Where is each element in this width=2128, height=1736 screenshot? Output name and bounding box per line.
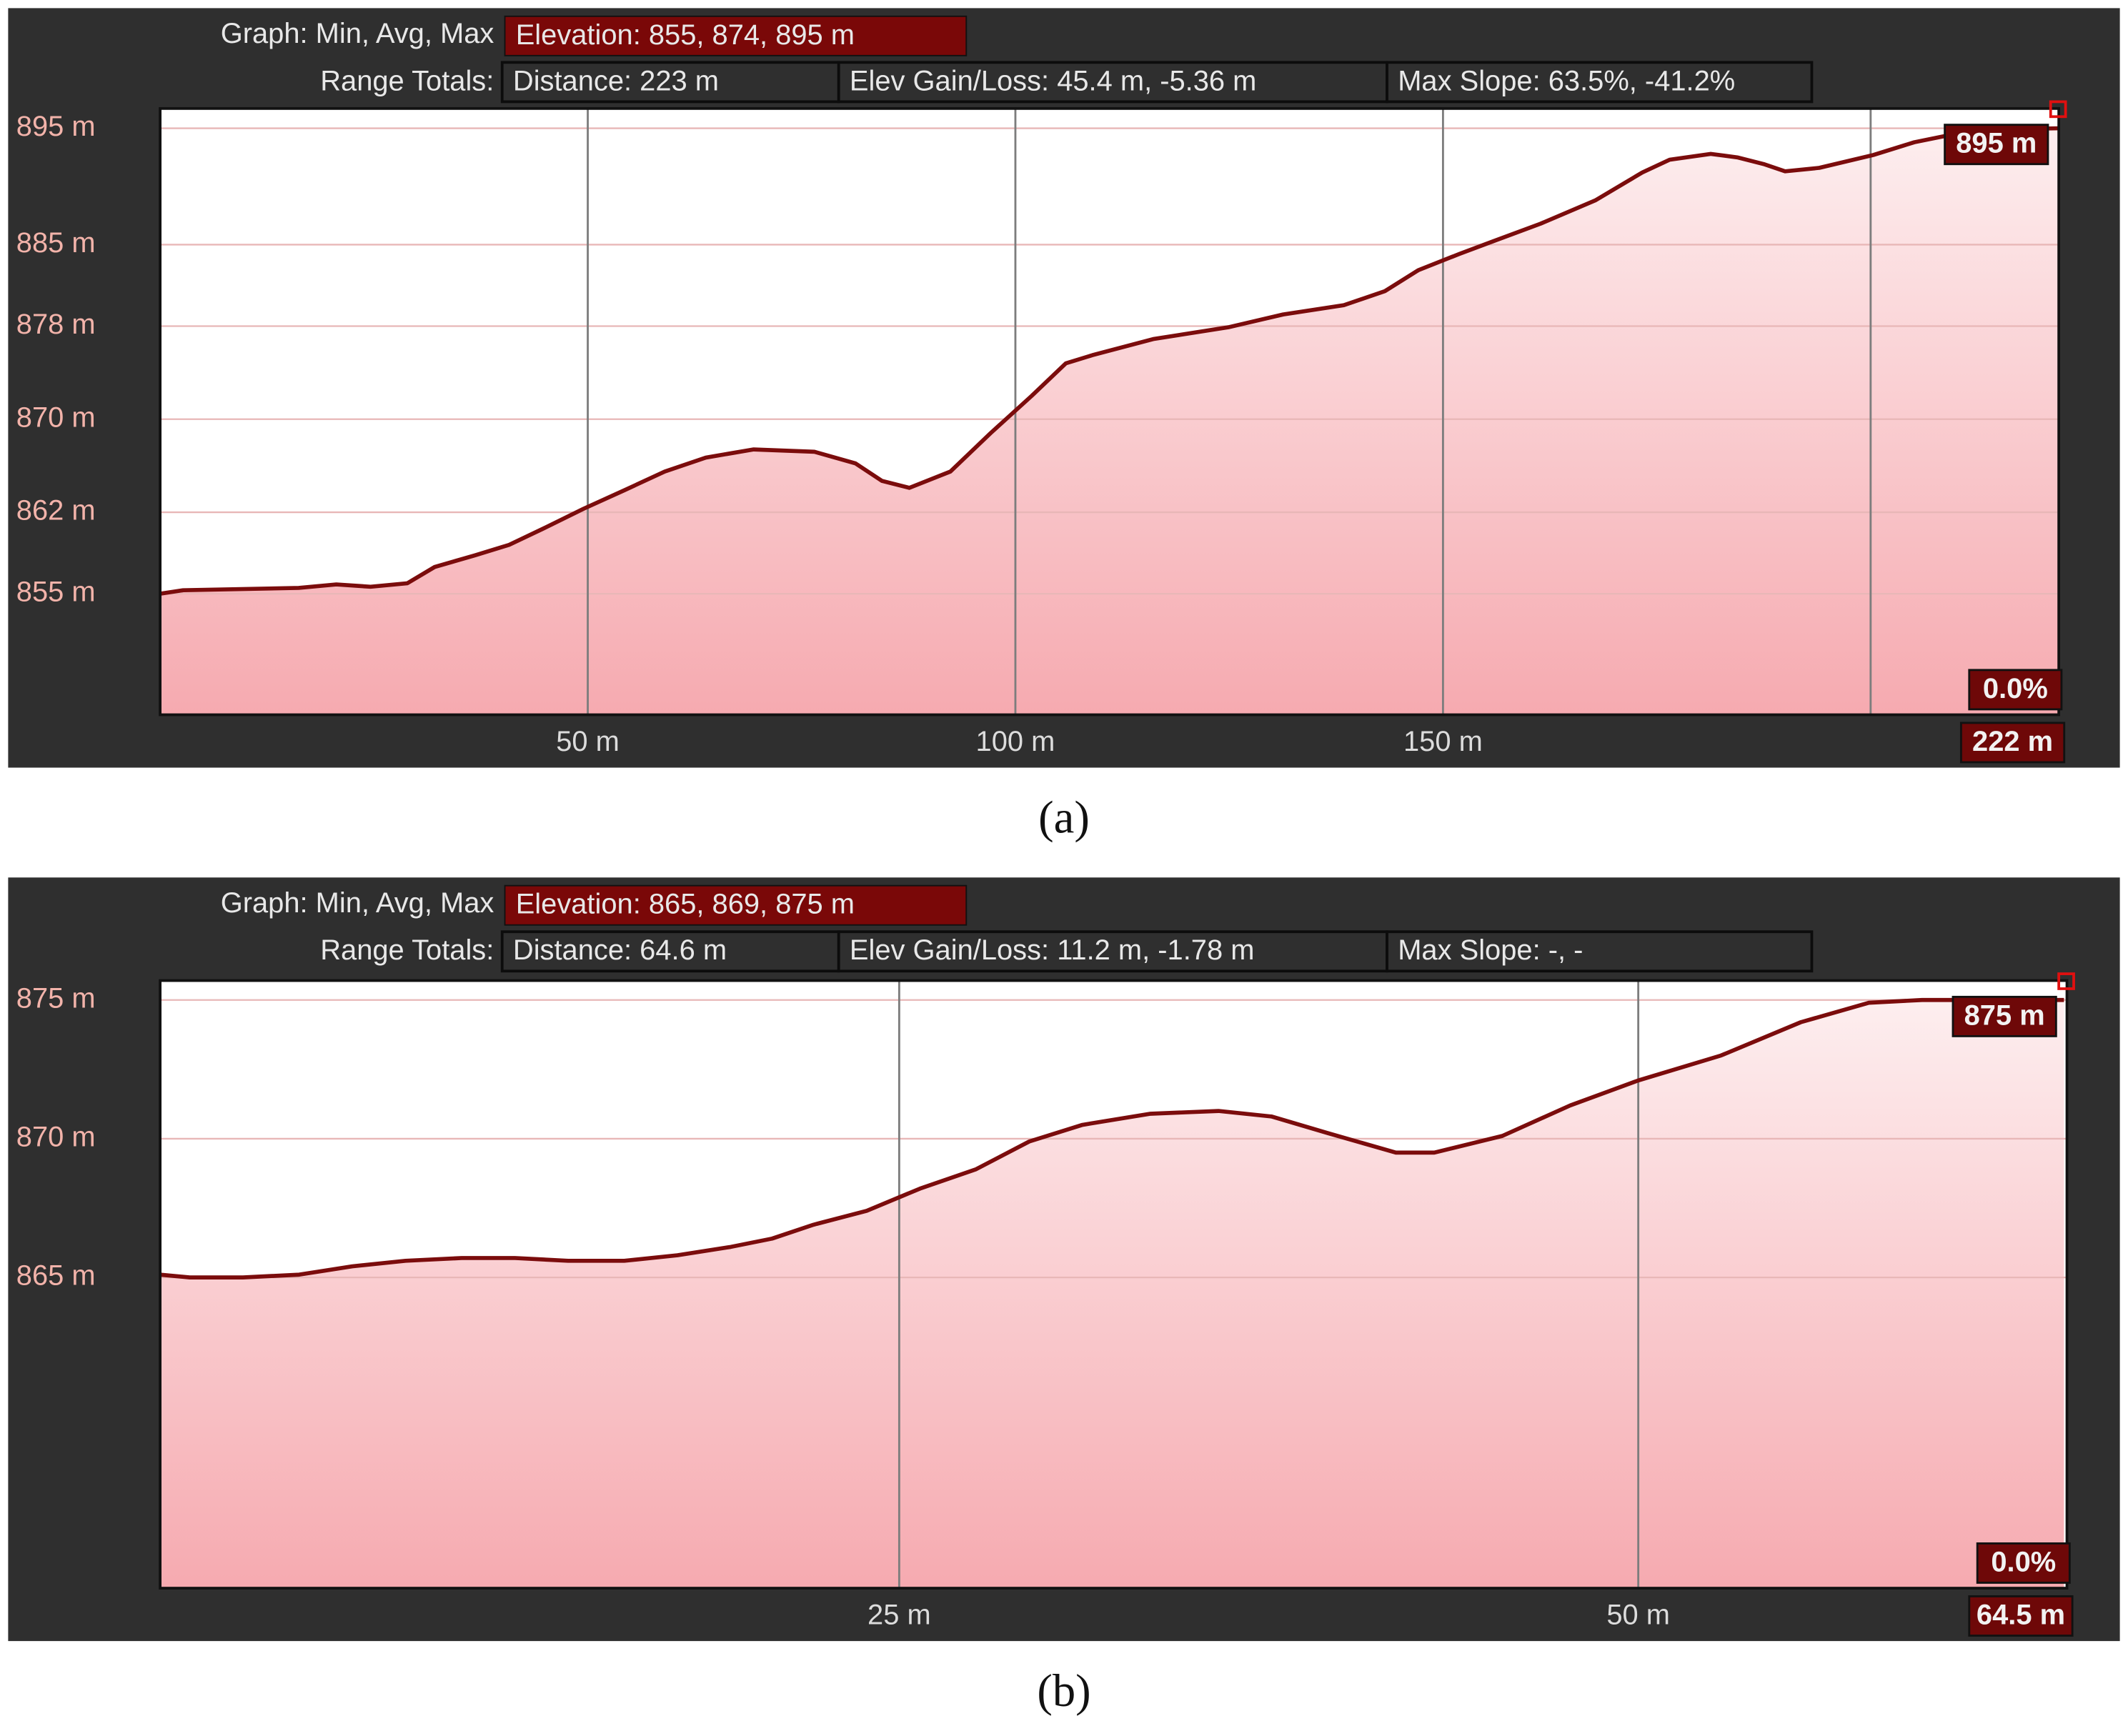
y-tick-label: 862 m [16,495,96,527]
end-distance-label: 222 m [1972,726,2053,757]
range-distance: Distance: 64.6 m [513,934,727,966]
slope-label-box [1968,669,2063,711]
slope-label: 0.0% [1991,1546,2056,1577]
y-tick-label: 885 m [16,227,96,259]
range-max-slope: Max Slope: -, - [1398,934,1583,966]
slope-label-box [1976,1542,2071,1584]
range-box [1386,61,1814,104]
y-tick-label: 870 m [16,1121,96,1152]
range-box [500,930,840,973]
elevation-line [159,997,2064,1279]
graph-label: Graph: Min, Avg, Max [221,18,494,49]
elevation-area [160,128,2059,715]
y-tick-label: 865 m [16,1260,96,1292]
caption: (a) [1038,791,1090,843]
end-marker [2049,100,2067,119]
x-tick-label: 50 m [1606,1599,1670,1630]
end-distance-label: 64.5 m [1977,1599,2065,1630]
elevation-summary: Elevation: 855, 874, 895 m [516,19,855,51]
plot-border [159,106,2061,717]
range-box [837,61,1388,104]
y-tick-label: 878 m [16,309,96,340]
range-box [837,930,1388,973]
end-distance-label-box [1968,1595,2074,1637]
end-elevation-label-box [1952,995,2057,1037]
y-tick-label: 855 m [16,577,96,608]
x-tick-label: 50 m [556,726,620,757]
range-box [500,61,840,104]
end-elevation-label-box [1944,124,2049,166]
y-tick-label: 875 m [16,982,96,1014]
elevation-box [504,884,968,926]
elevation-area [160,999,2064,1589]
range-distance: Distance: 223 m [513,65,719,96]
elevation-line [159,126,2059,596]
range-max-slope: Max Slope: 63.5%, -41.2% [1398,65,1735,96]
plot-border [159,979,2069,1590]
range-label: Range Totals: [320,934,494,966]
range-elev-gain-loss: Elev Gain/Loss: 45.4 m, -5.36 m [850,65,1256,96]
slope-label: 0.0% [1983,673,2048,704]
end-elevation-label: 895 m [1956,128,2037,159]
end-elevation-label: 875 m [1964,999,2045,1031]
x-tick-label: 100 m [976,726,1055,757]
x-tick-label: 25 m [867,1599,931,1630]
x-tick-label: 150 m [1403,726,1483,757]
y-tick-label: 870 m [16,401,96,433]
end-marker [2057,972,2075,990]
range-label: Range Totals: [320,65,494,96]
end-distance-label-box [1959,722,2066,764]
elevation-box [504,15,968,56]
range-box [1386,930,1814,973]
y-tick-label: 895 m [16,111,96,142]
caption: (b) [1037,1665,1090,1717]
range-elev-gain-loss: Elev Gain/Loss: 11.2 m, -1.78 m [850,934,1255,966]
elevation-summary: Elevation: 865, 869, 875 m [516,889,855,920]
graph-label: Graph: Min, Avg, Max [221,887,494,919]
